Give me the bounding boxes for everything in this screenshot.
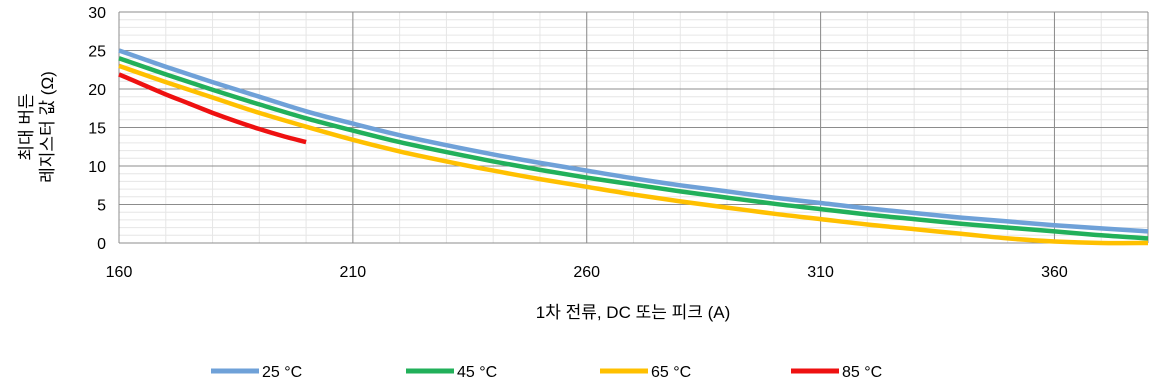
legend-item: 25 °C <box>211 364 302 381</box>
major-gridlines <box>118 11 1149 244</box>
y-axis-title-line-2: 레지스터 값 (Ω) <box>38 71 57 183</box>
plot-area <box>118 11 1149 246</box>
legend-item: 45 °C <box>406 364 497 381</box>
y-tick-label: 10 <box>88 159 106 176</box>
y-tick-label: 30 <box>88 5 106 22</box>
legend-label: 85 °C <box>842 364 882 381</box>
series-line <box>118 63 1149 246</box>
legend-label: 65 °C <box>651 364 691 381</box>
legend-item: 65 °C <box>600 364 691 381</box>
legend-item: 85 °C <box>791 364 882 381</box>
x-tick-label: 260 <box>573 264 600 281</box>
x-axis-title: 1차 전류, DC 또는 피크 (A) <box>536 303 731 322</box>
y-tick-label: 15 <box>88 121 106 138</box>
x-tick-labels: 160 210 260 310 360 <box>106 264 1068 281</box>
legend-label: 45 °C <box>457 364 497 381</box>
y-tick-labels: 0 5 10 15 20 25 30 <box>88 5 106 253</box>
x-tick-label: 210 <box>340 264 367 281</box>
x-tick-label: 360 <box>1041 264 1068 281</box>
y-tick-label: 5 <box>97 198 106 215</box>
x-tick-label: 310 <box>807 264 834 281</box>
series-line <box>118 72 307 145</box>
y-axis-title: 최대 버든 레지스터 값 (Ω) <box>17 71 57 183</box>
legend-label: 25 °C <box>262 364 302 381</box>
series-line <box>118 48 1149 234</box>
legend: 25 °C 45 °C 65 °C 85 °C <box>211 364 882 381</box>
x-tick-label: 160 <box>106 264 133 281</box>
y-tick-label: 25 <box>88 44 106 61</box>
y-tick-label: 20 <box>88 82 106 99</box>
series-line <box>118 56 1149 241</box>
y-axis-title-line-1: 최대 버든 <box>17 93 36 160</box>
y-tick-label: 0 <box>97 236 106 253</box>
series-lines <box>118 48 1149 246</box>
